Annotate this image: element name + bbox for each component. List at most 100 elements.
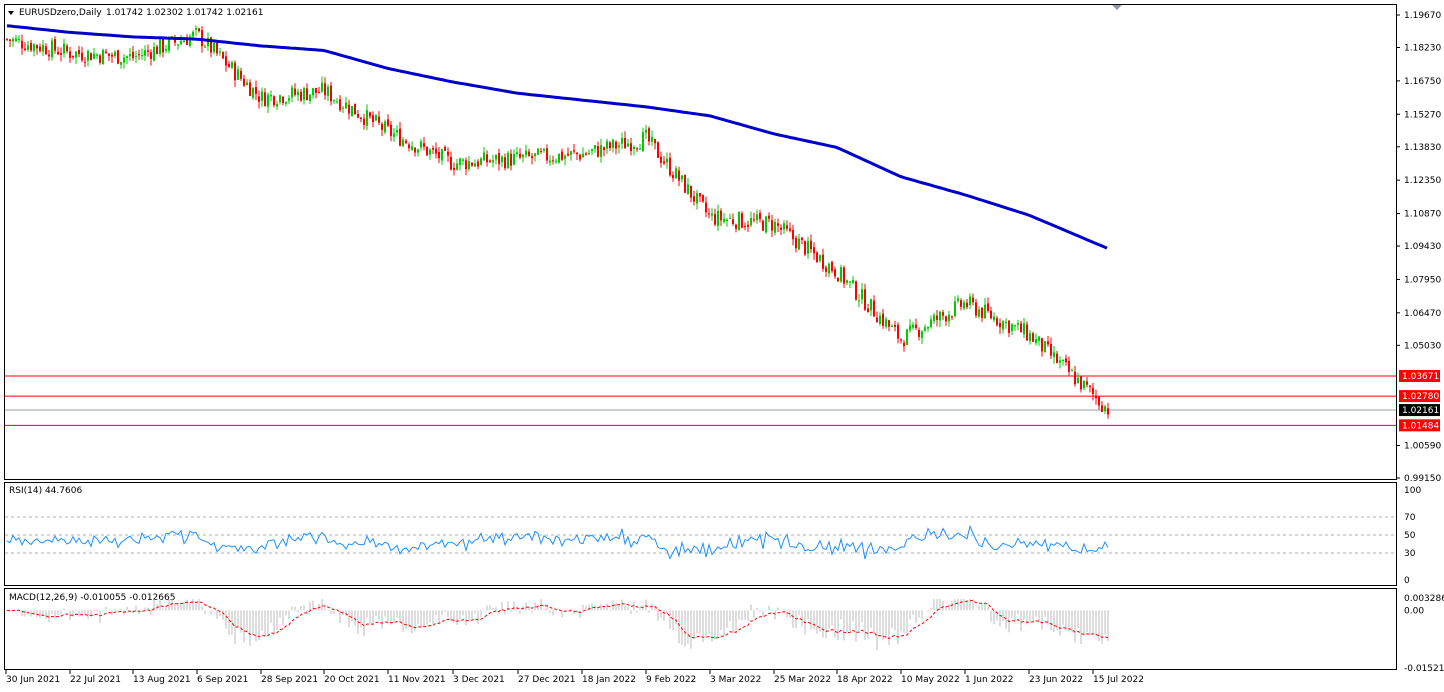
candle-body [177, 44, 179, 46]
candle-body [300, 91, 302, 101]
candle-body [432, 147, 434, 150]
shift-marker-icon[interactable] [1112, 5, 1122, 10]
date-tick-label: 20 Oct 2021 [324, 675, 380, 685]
candle-body [876, 317, 878, 323]
candle-body [1047, 341, 1049, 345]
candle-body [921, 331, 923, 338]
candle-body [843, 267, 845, 284]
candle-body [441, 149, 443, 161]
candle-body [108, 53, 110, 56]
candle-body [546, 148, 548, 161]
candle-body [735, 224, 737, 229]
candle-body [405, 140, 407, 143]
candle-body [408, 144, 410, 149]
candle-body [858, 300, 860, 302]
date-tick-label: 3 Dec 2021 [453, 675, 505, 685]
candle-body [534, 153, 536, 156]
price-tick-label: 1.15270 [1404, 110, 1441, 120]
candle-body [144, 50, 146, 56]
candle-body [765, 216, 767, 233]
candle-body [771, 220, 773, 231]
candle-body [474, 163, 476, 167]
candle-body [693, 196, 695, 202]
candle-body [561, 151, 563, 160]
candle-body [723, 218, 725, 222]
candle-body [945, 316, 947, 322]
candle-body [663, 161, 665, 164]
candle-body [120, 61, 122, 65]
candle-body [327, 86, 329, 96]
level-label-box [1399, 419, 1440, 432]
candle-body [129, 54, 131, 57]
collapse-triangle-icon[interactable] [8, 11, 14, 15]
candle-body [15, 38, 17, 41]
candle-body [168, 38, 170, 51]
candle-body [345, 102, 347, 109]
candle-body [942, 312, 944, 316]
candle-body [894, 325, 896, 327]
macd-indicator: 0.003286 0.00 -0.01521 [6, 594, 1444, 674]
candle-body [798, 238, 800, 250]
candle-body [318, 92, 320, 94]
price-tick-label: 1.16750 [1404, 77, 1441, 87]
candle-body [228, 63, 230, 68]
candle-body [960, 300, 962, 307]
price-tick-label: 1.09430 [1404, 242, 1441, 252]
candle-body [849, 281, 851, 283]
candle-body [750, 218, 752, 226]
candle-body [468, 161, 470, 170]
price-tick-label: 1.19670 [1404, 11, 1441, 21]
candle-body [633, 147, 635, 149]
candle-body [588, 152, 590, 155]
candle-body [570, 151, 572, 155]
ma-line [6, 24, 1108, 250]
level-label: 1.02780 [1402, 392, 1439, 402]
candle-body [702, 195, 704, 202]
candle-body [1068, 361, 1070, 372]
candle-body [654, 139, 656, 144]
candle-body [531, 156, 533, 158]
candle-body [222, 51, 224, 59]
candle-body [954, 301, 956, 317]
candle-body [492, 160, 494, 163]
candle-body [510, 153, 512, 166]
rsi-pane-border [4, 482, 1397, 586]
candle-body [78, 49, 80, 55]
candle-body [201, 30, 203, 47]
candle-body [813, 247, 815, 254]
candle-body [336, 101, 338, 103]
candle-body [150, 52, 152, 59]
candle-body [132, 51, 134, 58]
candle-body [639, 148, 641, 150]
rsi-tick-label: 0 [1404, 576, 1410, 586]
candle-body [402, 139, 404, 146]
candle-body [606, 141, 608, 149]
candle-body [330, 85, 332, 102]
candle-body [1065, 358, 1067, 363]
candle-body [156, 46, 158, 55]
candle-body [573, 150, 575, 152]
date-tick-label: 18 Jan 2022 [582, 675, 636, 685]
candle-body [1092, 387, 1094, 394]
candle-body [1059, 360, 1061, 363]
candle-body [660, 156, 662, 163]
candle-body [357, 114, 359, 118]
date-tick-label: 13 Aug 2021 [133, 675, 191, 685]
candle-body [162, 38, 164, 53]
candle-body [744, 226, 746, 228]
candle-body [192, 31, 194, 37]
price-tick-label: 1.18230 [1404, 43, 1441, 53]
ohlc-readout: 1.01742 1.02302 1.01742 1.02161 [106, 8, 263, 18]
price-tick-label: 0.99150 [1404, 474, 1441, 484]
moving-average [6, 24, 1108, 250]
candle-body [555, 160, 557, 163]
candle-body [696, 193, 698, 204]
candle-body [603, 147, 605, 151]
candle-body [996, 318, 998, 326]
candle-body [204, 46, 206, 48]
level-label-box [1399, 369, 1440, 382]
level-label: 1.02161 [1402, 406, 1439, 416]
candle-body [981, 307, 983, 318]
candle-body [984, 304, 986, 319]
